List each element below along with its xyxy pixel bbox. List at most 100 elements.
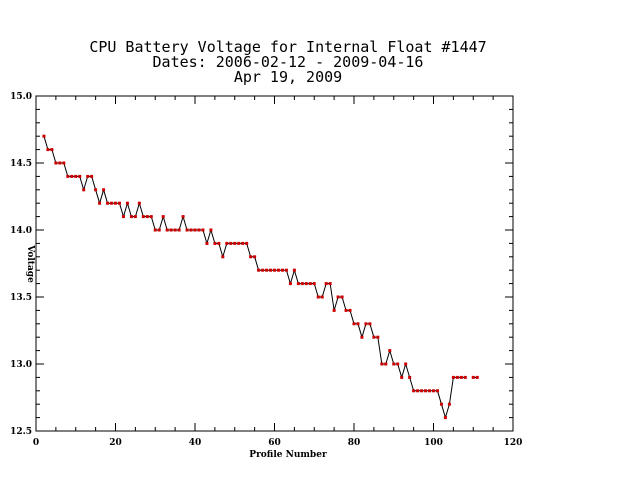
- chart-title-line-2: Dates: 2006-02-12 - 2009-04-16: [153, 53, 424, 71]
- data-point: [273, 268, 276, 272]
- data-point: [340, 295, 344, 299]
- data-point: [70, 174, 74, 178]
- data-point: [404, 362, 408, 366]
- data-point: [388, 349, 392, 353]
- data-point: [169, 228, 173, 232]
- data-point: [451, 375, 455, 379]
- data-point: [356, 322, 360, 326]
- data-point: [380, 362, 384, 366]
- data-point: [432, 389, 435, 393]
- data-point: [332, 308, 336, 312]
- data-point: [62, 161, 66, 165]
- x-tick-label: 60: [268, 438, 281, 448]
- data-point: [463, 375, 467, 379]
- data-point: [110, 201, 114, 205]
- data-point: [475, 375, 479, 379]
- data-point: [396, 362, 400, 366]
- data-point: [376, 335, 380, 339]
- data-point: [364, 322, 368, 326]
- data-point: [257, 268, 261, 272]
- y-tick-label: 15.0: [10, 92, 32, 102]
- data-point: [261, 268, 265, 272]
- data-point: [328, 282, 332, 286]
- x-tick-label: 100: [424, 438, 443, 448]
- data-point: [221, 255, 225, 259]
- data-point: [416, 389, 420, 393]
- data-point: [137, 201, 141, 205]
- data-point: [185, 228, 189, 232]
- data-point: [439, 402, 443, 406]
- data-point: [455, 375, 459, 379]
- x-tick-label: 80: [348, 438, 361, 448]
- data-point: [428, 389, 432, 393]
- data-point: [241, 241, 245, 245]
- data-point: [400, 375, 404, 379]
- data-point: [217, 241, 221, 245]
- data-point: [157, 228, 161, 232]
- data-point: [133, 215, 137, 219]
- data-point: [435, 389, 439, 393]
- data-point: [269, 268, 273, 272]
- data-point: [368, 322, 372, 326]
- x-axis-ticks: 0 20 40 60 80 100 120: [33, 96, 522, 448]
- y-tick-label: 13.5: [10, 293, 32, 303]
- y-tick-label: 12.5: [10, 427, 32, 437]
- data-point: [265, 268, 269, 272]
- data-point: [249, 255, 253, 259]
- data-point: [193, 228, 197, 232]
- data-point: [336, 295, 340, 299]
- data-point: [177, 228, 181, 232]
- data-point: [42, 134, 46, 138]
- data-point: [280, 268, 284, 272]
- data-point: [233, 241, 237, 245]
- x-tick-label: 20: [109, 438, 122, 448]
- data-point: [384, 362, 388, 366]
- data-point: [201, 228, 205, 232]
- data-point: [284, 268, 288, 272]
- data-point: [74, 174, 78, 178]
- data-point: [197, 228, 201, 232]
- data-point: [412, 389, 416, 393]
- data-point: [58, 161, 62, 165]
- y-tick-label: 14.5: [10, 159, 32, 169]
- data-point: [129, 215, 133, 219]
- data-point: [344, 308, 348, 312]
- data-point: [229, 241, 233, 245]
- data-point: [459, 375, 463, 379]
- series-line: [43, 136, 466, 420]
- chart-title-line-1: CPU Battery Voltage for Internal Float #…: [89, 38, 486, 56]
- y-axis-ticks: 12.5 13.0 13.5 14.0 14.5 15.0: [10, 92, 513, 437]
- data-point: [348, 308, 352, 312]
- data-point: [165, 228, 169, 232]
- data-point: [181, 215, 185, 219]
- data-point: [420, 389, 424, 393]
- data-point: [253, 255, 257, 259]
- data-point: [316, 295, 320, 299]
- data-point: [141, 215, 145, 219]
- x-axis-label: Profile Number: [249, 450, 327, 460]
- y-tick-label: 13.0: [10, 360, 32, 370]
- data-point: [296, 282, 300, 286]
- data-point: [114, 201, 117, 205]
- data-point: [125, 201, 129, 205]
- data-point: [276, 268, 280, 272]
- data-point: [408, 375, 412, 379]
- data-point: [94, 188, 98, 192]
- data-point: [78, 174, 82, 178]
- data-point: [237, 241, 241, 245]
- data-point: [372, 335, 376, 339]
- data-point: [189, 228, 193, 232]
- x-tick-label: 40: [189, 438, 202, 448]
- data-point: [145, 215, 149, 219]
- data-point: [447, 402, 451, 406]
- data-point: [300, 282, 304, 286]
- data-point: [471, 375, 475, 379]
- data-point: [392, 362, 396, 366]
- data-point: [312, 282, 316, 286]
- data-point: [98, 201, 102, 205]
- data-point: [46, 148, 50, 152]
- data-point: [173, 228, 177, 232]
- data-point: [86, 174, 90, 178]
- data-point: [117, 201, 121, 205]
